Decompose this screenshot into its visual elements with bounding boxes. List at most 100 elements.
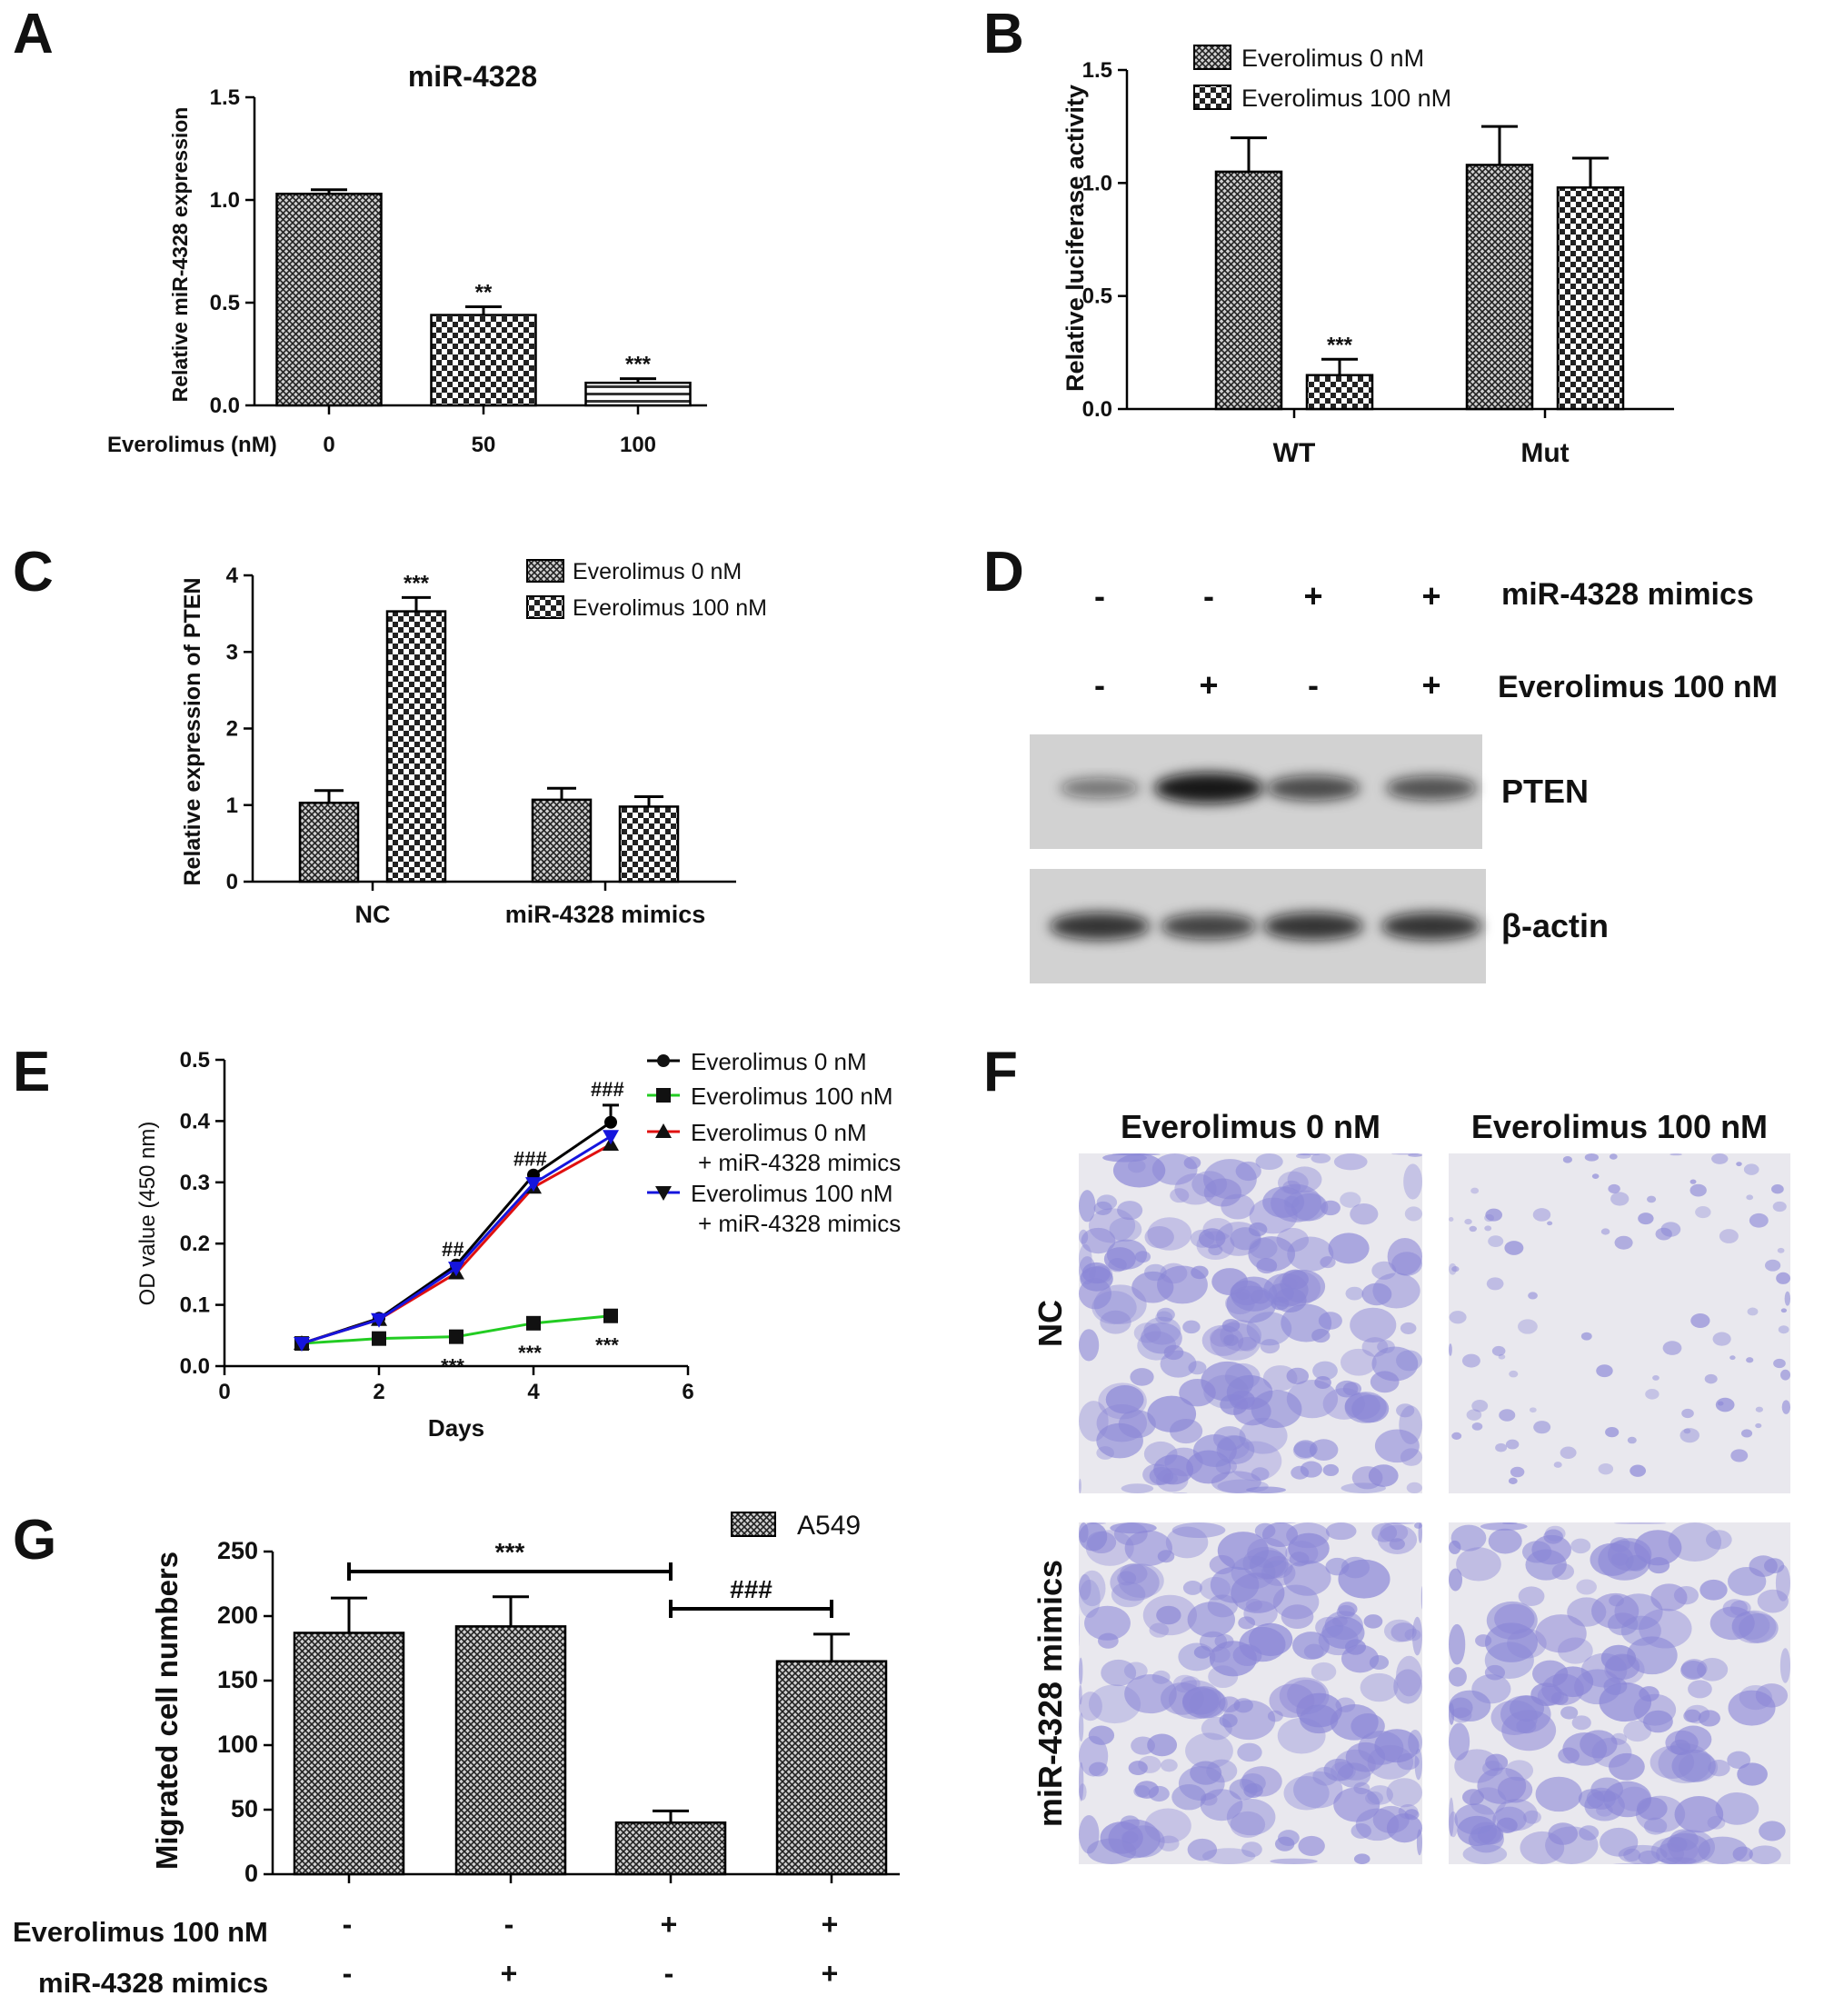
microscopy-cell <box>1229 1390 1255 1410</box>
microscopy-cell <box>1500 1695 1551 1733</box>
microscopy-cell <box>1705 1530 1732 1550</box>
chart-g-bracket-label: *** <box>495 1538 525 1566</box>
microscopy-cell <box>1591 1173 1600 1179</box>
chart-b-bar <box>1465 164 1534 411</box>
chart-c-legend-label: Everolimus 0 nM <box>573 559 742 584</box>
microscopy-cell <box>1490 1700 1538 1736</box>
microscopy-cell <box>1311 1662 1337 1682</box>
microscopy-cell <box>1684 1704 1710 1724</box>
microscopy-cell <box>1406 1482 1422 1493</box>
chart-a-x-label: Everolimus (nM) <box>107 433 277 457</box>
microscopy-cell <box>1553 1462 1562 1468</box>
microscopy-cell <box>1498 1353 1506 1360</box>
microscopy-cell <box>1449 1623 1466 1665</box>
microscopy-cell <box>1504 1241 1524 1255</box>
microscopy-cell <box>1185 1732 1233 1769</box>
microscopy-cell <box>1660 1832 1710 1864</box>
chart-b-bar <box>1556 186 1625 411</box>
microscopy-cell <box>1260 1339 1281 1354</box>
chart-e-point <box>448 1262 464 1277</box>
chart-e-x-tick-label: 6 <box>682 1380 693 1404</box>
microscopy-cell <box>1239 1626 1286 1662</box>
chart-e-point <box>525 1177 542 1193</box>
microscopy-cell <box>1485 1753 1509 1771</box>
microscopy-cell <box>1408 1153 1422 1157</box>
panel-label-d: D <box>983 541 1024 604</box>
microscopy-cell <box>1732 1846 1753 1862</box>
panel-label-f: F <box>983 1041 1018 1103</box>
microscopy-cell <box>1081 1227 1116 1254</box>
microscopy-cell <box>1469 1225 1477 1233</box>
microscopy-cell <box>1609 1752 1645 1781</box>
chart-c-bar <box>385 610 447 883</box>
microscopy-cell <box>1709 1606 1755 1641</box>
microscopy-cell <box>1110 1522 1157 1534</box>
microscopy-cell <box>1567 1597 1607 1627</box>
chart-g-condition-label: miR-4328 mimics <box>38 1967 268 1999</box>
microscopy-cell <box>1215 1458 1238 1475</box>
microscopy-cell <box>1778 1325 1789 1334</box>
blot-sign: + <box>1199 666 1218 704</box>
microscopy-cell <box>1450 1524 1487 1552</box>
microscopy-cell <box>1261 1522 1299 1548</box>
chart-b-y-tick-label: 0.5 <box>1082 284 1112 309</box>
microscopy-cell <box>1363 1614 1383 1629</box>
microscopy-cell <box>1598 1462 1614 1475</box>
microscopy-cell <box>1584 1791 1625 1821</box>
microscopy-cell <box>1187 1838 1218 1861</box>
microscopy-cell <box>1079 1579 1101 1618</box>
microscopy-cell <box>1210 1328 1235 1347</box>
microscopy-cell <box>1776 1272 1791 1284</box>
chart-e-legend-marker <box>656 1088 671 1103</box>
chart-b-x-tick-label: Mut <box>1520 438 1569 468</box>
microscopy-cell <box>1220 1320 1262 1352</box>
microscopy-cell <box>1495 1799 1539 1831</box>
chart-a-x-tick-label: 100 <box>620 433 656 457</box>
microscopy-cell <box>1196 1231 1235 1261</box>
blot-sign: + <box>1421 666 1440 704</box>
chart-a: 0.0 0.5 1.0 1.5 miR-4328 Relative miR-4328 ex… <box>107 60 707 457</box>
microscopy-cell <box>1239 1772 1266 1793</box>
microscopy-cell <box>1218 1696 1241 1713</box>
microscopy-cell <box>1576 1579 1597 1595</box>
microscopy-cell <box>1081 1262 1111 1284</box>
microscopy-cell <box>1311 1153 1331 1163</box>
microscopy-cell <box>1110 1563 1160 1602</box>
chart-a-significance: ** <box>475 281 493 305</box>
microscopy-cell <box>1156 1605 1181 1625</box>
microscopy-cell <box>1449 1722 1470 1761</box>
chart-e-annotation: ## <box>442 1238 464 1261</box>
microscopy-cell <box>1102 1153 1147 1163</box>
microscopy-cell <box>1652 1375 1660 1381</box>
blot-row-label: Everolimus 100 nM <box>1498 670 1778 704</box>
microscopy-cell <box>1325 1557 1350 1576</box>
chart-g-legend-label: A549 <box>797 1511 861 1541</box>
microscopy-cell <box>1396 1403 1415 1418</box>
microscopy-cell <box>1168 1680 1221 1720</box>
microscopy-cell <box>1345 1286 1364 1301</box>
microscopy-cell <box>1689 1179 1697 1184</box>
chart-e-legend-label: Everolimus 0 nM <box>691 1048 867 1075</box>
microscopy-cell <box>1680 1661 1707 1681</box>
chart-a-y-label: Relative miR-4328 expression <box>168 107 192 403</box>
microscopy-cell <box>1273 1287 1307 1312</box>
microscopy-cell <box>1160 1350 1197 1378</box>
microscopy-cell <box>1698 1710 1720 1727</box>
blot-band <box>1263 912 1363 941</box>
blot-band-label: PTEN <box>1501 773 1589 810</box>
panel-label-e: E <box>13 1041 50 1103</box>
microscopy-cell <box>1292 1632 1330 1660</box>
microscopy-cell <box>1333 1153 1368 1171</box>
microscopy-cell <box>1361 1337 1389 1357</box>
chart-e-legend-label: Everolimus 100 nM <box>691 1083 893 1110</box>
microscopy-cell <box>1246 1486 1287 1493</box>
microscopy-cell <box>1182 1320 1201 1334</box>
microscopy-cell <box>1190 1229 1215 1248</box>
blot-band <box>1050 912 1150 941</box>
microscopy-cell <box>1674 1796 1724 1833</box>
microscopy-cell <box>1230 1811 1266 1838</box>
microscopy-cell <box>1712 1332 1731 1346</box>
microscopy-col-label: Everolimus 100 nM <box>1471 1108 1768 1145</box>
microscopy-cell <box>1337 1762 1371 1788</box>
